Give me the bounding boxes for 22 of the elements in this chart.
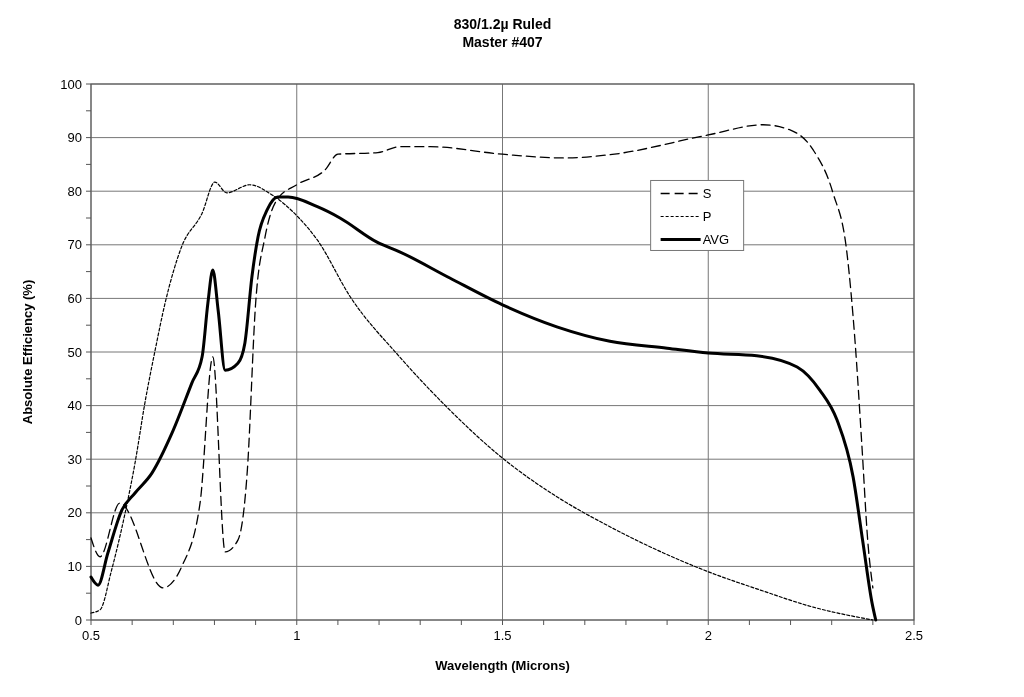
- y-tick-label: 70: [67, 237, 82, 253]
- y-tick-label: 40: [67, 398, 82, 414]
- legend-label: S: [702, 185, 712, 201]
- x-tick-label: 1: [293, 628, 301, 643]
- x-tick-label: 0.5: [81, 628, 101, 643]
- y-tick-label: 100: [60, 76, 82, 92]
- x-tick-label: 2.5: [904, 628, 924, 643]
- x-tick-label: 2: [704, 628, 712, 643]
- y-tick-label: 0: [74, 612, 82, 628]
- chart-title: 830/1.2µ Ruled Master #407: [453, 16, 552, 50]
- y-tick-label: 50: [67, 344, 82, 360]
- y-tick-label: 90: [67, 130, 82, 146]
- legend-label: P: [702, 208, 712, 224]
- x-tick-label: 1.5: [493, 628, 512, 643]
- y-tick-label: 10: [67, 558, 82, 574]
- y-tick-label: 60: [67, 290, 82, 306]
- y-axis-title: Absolute Efficiency (%): [20, 279, 35, 425]
- x-axis-title: Wavelength (Microns): [435, 658, 570, 673]
- y-tick-label: 30: [67, 451, 82, 467]
- y-tick-label: 20: [67, 505, 82, 521]
- y-tick-label: 80: [67, 183, 82, 199]
- legend-label: AVG: [702, 231, 730, 247]
